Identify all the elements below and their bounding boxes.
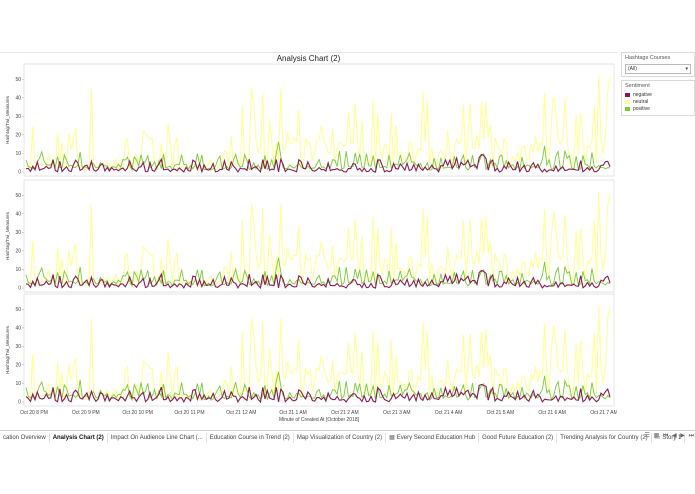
list-view-icon[interactable]: ☰ (644, 433, 651, 439)
legend-label: negative (633, 92, 652, 98)
pane-frame (23, 63, 615, 177)
tab-label: Impact On Audience Line Chart (... (110, 434, 203, 441)
chart-pane-2: 0 10 20 30 40 50 Hashtag/Twi_Measures (5, 179, 615, 293)
y-axis-label: Hashtag/Twi_Measures (5, 95, 10, 144)
prev-sheet-icon[interactable]: ◀ (672, 433, 678, 439)
legend-title: Sentiment (625, 83, 650, 89)
y-tick-label: 40 (15, 211, 21, 217)
x-tick-label: Oct 21 7 AM (590, 410, 617, 416)
x-tick-label: Oct 21 4 AM (435, 410, 463, 416)
chart-pane-1: 0 10 20 30 40 50 Hashtag/Twi_Measures (5, 63, 615, 177)
series-line-negative[interactable] (25, 269, 611, 290)
tab-label: Trending Analysis for Country (2) (560, 434, 648, 441)
side-panel: Hashtags Courses (All) ▾ Sentiment negat… (621, 52, 695, 119)
y-tick-label: 50 (15, 193, 21, 199)
y-tick-label: 0 (18, 400, 21, 406)
legend-swatch (625, 107, 630, 111)
tab-cation-overview[interactable]: cation Overview (0, 432, 50, 443)
y-tick-label: 30 (15, 344, 21, 350)
x-tick-label: Oct 21 2 AM (331, 410, 359, 416)
tab-label: Every Second Education Hub (396, 434, 476, 441)
y-tick-label: 20 (15, 249, 21, 255)
y-tick-label: 30 (15, 230, 21, 236)
last-sheet-icon[interactable]: ⏭ (688, 433, 695, 439)
chevron-down-icon: ▾ (685, 66, 688, 72)
tab-label: Map Visualization of Country (2) (296, 434, 383, 441)
filter-value: (All) (628, 66, 637, 72)
tab-good-future-education-2[interactable]: Good Future Education (2) (479, 432, 558, 443)
tab-label: Good Future Education (2) (482, 434, 554, 441)
y-tick-label: 10 (15, 381, 21, 387)
filter-title: Hashtags Courses (625, 55, 671, 61)
grid-icon: ▦ (389, 434, 395, 441)
legend-item-neutral[interactable]: neutral (625, 99, 691, 105)
sheet-title: Analysis Chart (2) (276, 54, 341, 63)
series-line-negative[interactable] (25, 153, 611, 174)
y-tick-label: 0 (18, 286, 21, 292)
x-tick-label: Oct 20 8 PM (20, 410, 48, 416)
y-tick-label: 30 (15, 114, 21, 120)
tab-education-course-in-trend-2[interactable]: Education Course in Trend (2) (207, 432, 294, 443)
series-line-neutral[interactable] (25, 305, 611, 402)
y-tick-label: 0 (18, 170, 21, 176)
next-sheet-icon[interactable]: ▶ (680, 433, 686, 439)
series-line-positive[interactable] (25, 371, 611, 402)
x-tick-label: Oct 20 9 PM (72, 410, 100, 416)
series-line-positive[interactable] (25, 141, 611, 172)
filter-card: Hashtags Courses (All) ▾ (621, 52, 695, 77)
legend-label: neutral (633, 99, 649, 105)
tab-label: Story 1 (662, 434, 682, 441)
tab-every-second-education-hub[interactable]: ▦ Every Second Education Hub (386, 432, 480, 443)
first-sheet-icon[interactable]: ⏮ (662, 433, 670, 439)
y-tick-label: 50 (15, 307, 21, 313)
line-chart[interactable]: 0 10 20 30 40 50 Hashtag/Twi_Measures 0 10 20 30 40… (0, 62, 617, 422)
x-tick-label: Oct 21 5 AM (487, 410, 515, 416)
y-axis-label: Hashtag/Twi_Measures (5, 325, 10, 374)
grid-view-icon[interactable]: ▦ (653, 433, 661, 439)
tab-impact-on-audience-line-chart[interactable]: Impact On Audience Line Chart (... (108, 432, 207, 443)
filter-dropdown[interactable]: (All) ▾ (625, 64, 691, 74)
series-line-positive[interactable] (25, 257, 611, 288)
series-line-neutral[interactable] (25, 191, 611, 289)
x-tick-label: Oct 20 11 PM (174, 410, 204, 416)
tab-nav: ☰ ▦ ⏮ ◀ ▶ ⏭ (645, 432, 695, 440)
tab-label: Analysis Chart (2) (52, 434, 104, 441)
tab-label: Education Course in Trend (2) (209, 434, 290, 441)
series-line-neutral[interactable] (25, 75, 611, 172)
x-tick-label: Oct 20 10 PM (122, 410, 153, 416)
x-tick-label: Oct 21 1 AM (279, 410, 307, 416)
legend-label: positive (633, 106, 650, 112)
legend-swatch (625, 100, 630, 104)
pane-frame (23, 179, 615, 293)
tab-map-visualization-of-country-2[interactable]: Map Visualization of Country (2) (294, 432, 387, 443)
y-tick-label: 10 (15, 267, 21, 273)
y-tick-label: 40 (15, 325, 21, 331)
tab-story-1[interactable]: ▭ Story 1 (652, 432, 686, 443)
legend-item-positive[interactable]: positive (625, 106, 691, 112)
legend-swatch (625, 93, 630, 97)
x-tick-label: Oct 21 3 AM (383, 410, 411, 416)
legend-card: Sentiment negative neutral positive (621, 80, 695, 116)
legend: negative neutral positive (625, 92, 691, 112)
x-tick-label: Oct 21 12 AM (226, 410, 256, 416)
y-tick-label: 10 (15, 151, 21, 157)
y-tick-label: 20 (15, 133, 21, 139)
tab-trending-analysis-for-country-2[interactable]: Trending Analysis for Country (2) (557, 432, 652, 443)
y-tick-label: 50 (15, 77, 21, 83)
tab-analysis-chart-2[interactable]: Analysis Chart (2) (49, 432, 108, 443)
story-icon: ▭ (654, 434, 661, 441)
pane-frame (23, 293, 615, 407)
y-tick-label: 20 (15, 363, 21, 369)
series-line-negative[interactable] (25, 383, 611, 404)
tab-label: cation Overview (3, 434, 46, 441)
chart-pane-3: 0 10 20 30 40 50 Hashtag/Twi_Measures (5, 293, 615, 407)
x-axis-label: Minute of Created At [October 2018] (279, 417, 360, 422)
legend-item-negative[interactable]: negative (625, 92, 691, 98)
sheet-tab-bar: cation Overview Analysis Chart (2) Impact … (0, 430, 695, 444)
y-axis-label: Hashtag/Twi_Measures (5, 211, 10, 260)
y-tick-label: 40 (15, 95, 21, 101)
x-tick-label: Oct 21 6 AM (538, 410, 566, 416)
